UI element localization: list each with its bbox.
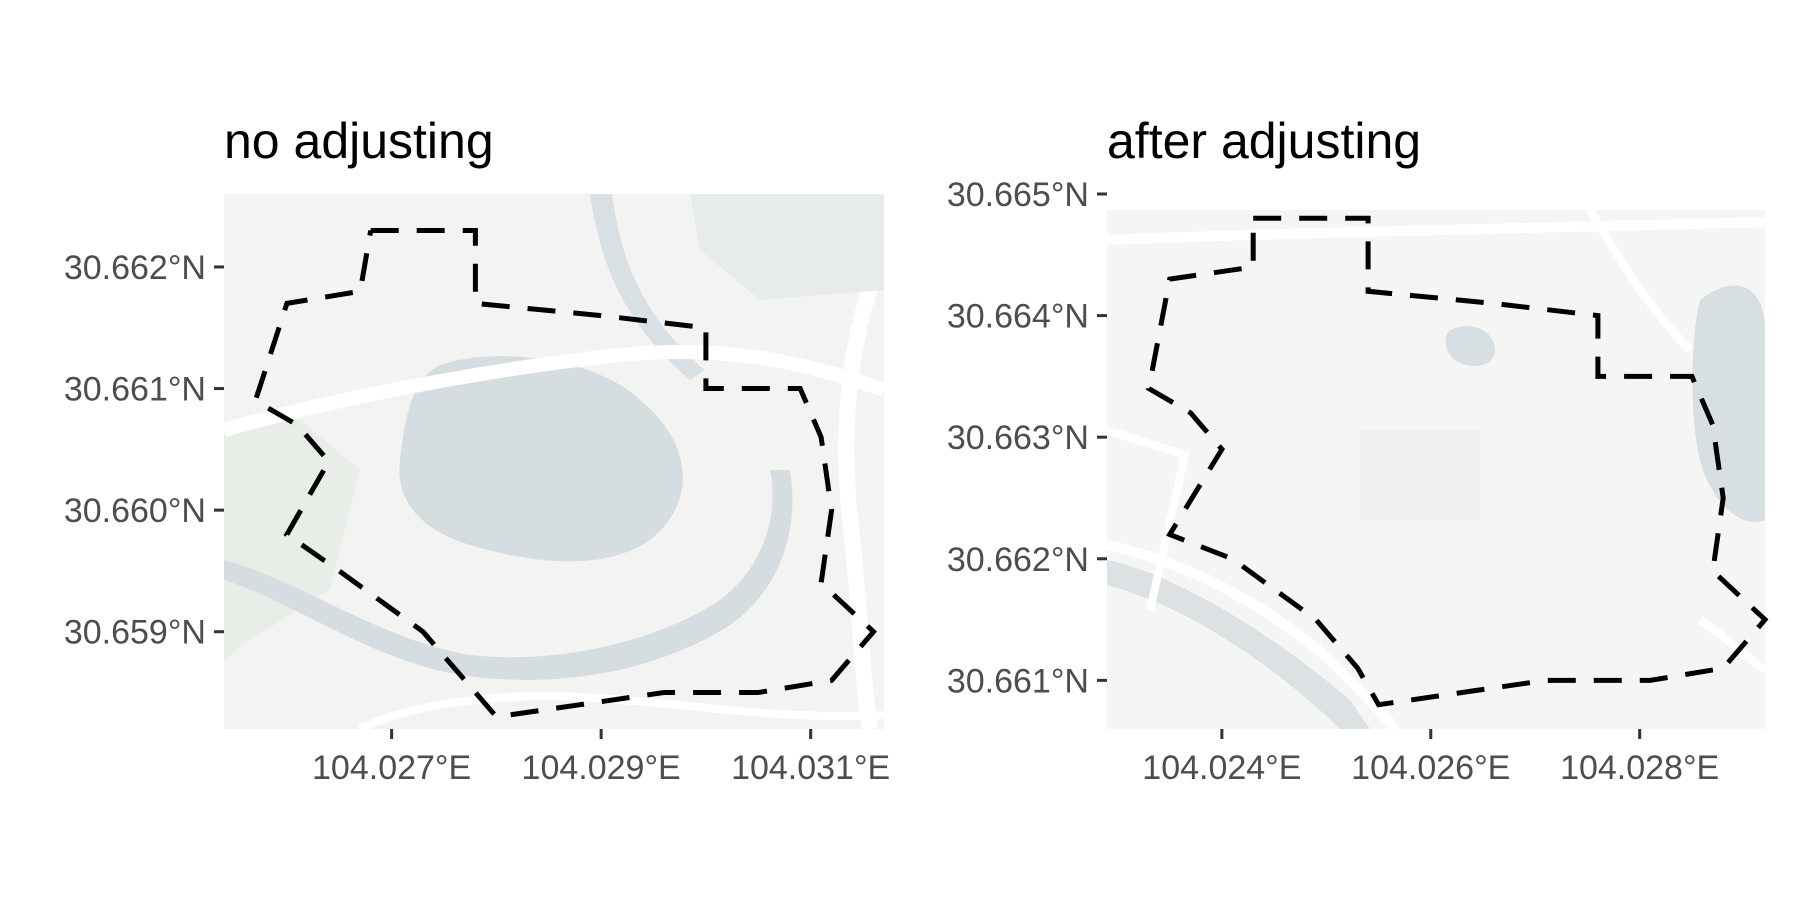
x-tick-label: 104.029°E — [522, 749, 681, 787]
axes: 104.027°E 104.029°E 104.031°E 30.662°N 30.66… — [64, 249, 890, 787]
y-tick-label: 30.663°N — [947, 419, 1089, 457]
boundary-polygon — [252, 228, 877, 720]
x-tick-label: 104.027°E — [312, 749, 471, 787]
x-tick-label: 104.026°E — [1351, 749, 1510, 787]
y-tick-label: 30.662°N — [64, 249, 206, 287]
map-water-river — [224, 470, 793, 680]
map-road-north — [1107, 217, 1765, 245]
axes: 104.024°E 104.026°E 104.028°E 30.665°N 30.66… — [947, 176, 1719, 787]
y-tick-label: 30.661°N — [947, 662, 1089, 700]
map-green-area — [1360, 430, 1480, 520]
y-tick-label: 30.659°N — [64, 614, 206, 652]
map-water-channel — [590, 194, 705, 380]
map-water-pond — [1445, 326, 1495, 366]
y-tick-label: 30.661°N — [64, 371, 206, 409]
map-road-diagonal — [1586, 207, 1693, 353]
x-tick-label: 104.031°E — [731, 749, 890, 787]
y-tick-label: 30.665°N — [947, 176, 1089, 214]
map-tiles — [224, 194, 884, 729]
map-water-river — [1107, 560, 1370, 729]
map-water-lake — [1692, 285, 1765, 522]
map-green-park — [690, 194, 884, 300]
x-tick-label: 104.028°E — [1560, 749, 1719, 787]
map-water-lake — [399, 356, 683, 562]
x-tick-label: 104.024°E — [1142, 749, 1301, 787]
panel-title: after adjusting — [1107, 113, 1422, 169]
map-plot-no-adjusting: 104.027°E 104.029°E 104.031°E 30.662°N 30.66… — [64, 194, 890, 787]
boundary-polygon — [1146, 215, 1769, 708]
map-road-south — [1107, 540, 1399, 729]
y-tick-label: 30.660°N — [64, 492, 206, 530]
map-green-area — [224, 420, 360, 660]
map-road-main — [224, 344, 884, 437]
map-blank-strip — [1107, 194, 1765, 210]
y-tick-label: 30.662°N — [947, 541, 1089, 579]
map-road-east — [838, 246, 884, 729]
map-tiles — [1107, 194, 1765, 729]
panel-title: no adjusting — [224, 113, 494, 169]
y-tick-label: 30.664°N — [947, 298, 1089, 336]
